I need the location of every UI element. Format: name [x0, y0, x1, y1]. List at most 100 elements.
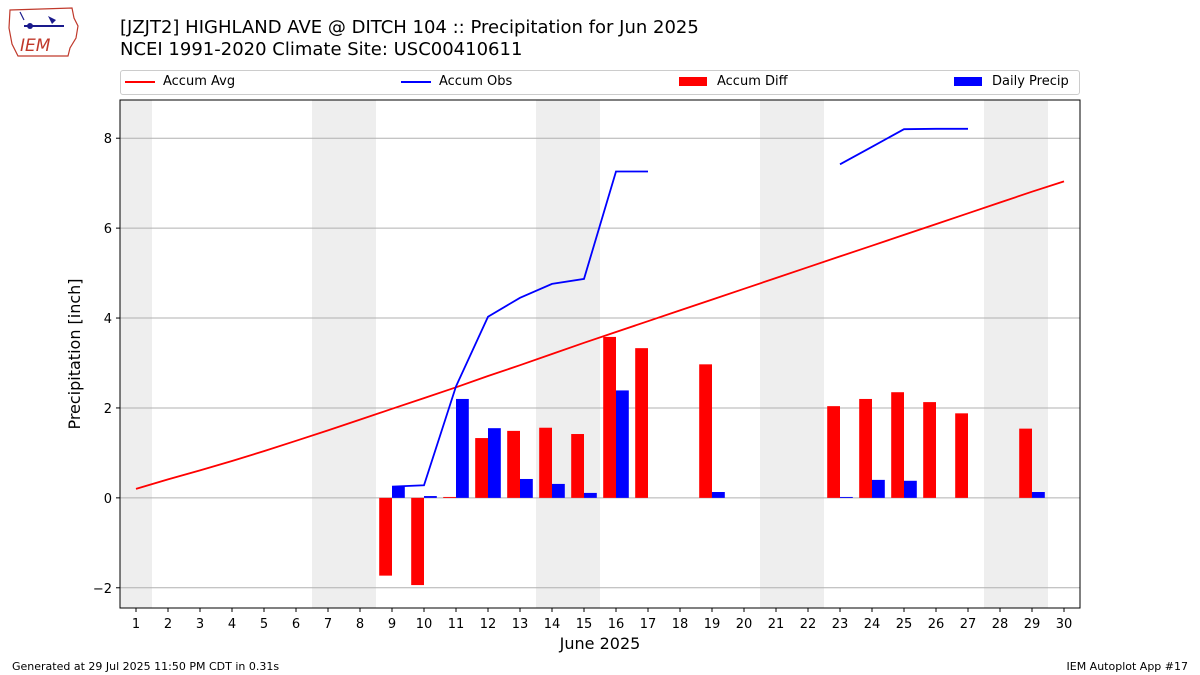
accum-avg-line — [135, 180, 1065, 490]
accum-diff-bar — [1019, 428, 1032, 498]
x-tick-label: 22 — [800, 617, 817, 632]
daily-precip-bar — [616, 390, 629, 498]
accum-diff-bar — [571, 434, 584, 498]
legend-label-accum-obs: Accum Obs — [439, 74, 513, 89]
daily-precip-bar — [904, 480, 917, 498]
y-tick-label: 6 — [104, 222, 112, 237]
y-tick-label: 4 — [104, 312, 112, 327]
x-tick-label: 3 — [196, 617, 204, 632]
x-tick-label: 6 — [292, 617, 300, 632]
x-tick-label: 16 — [608, 617, 625, 632]
daily-precip-bar — [424, 496, 437, 498]
weekend-band — [568, 100, 600, 608]
accum-diff-bar — [699, 364, 712, 498]
plot-frame — [119, 99, 1081, 609]
x-tick-label: 10 — [416, 617, 433, 632]
x-tick-label: 8 — [356, 617, 364, 632]
x-tick-label: 4 — [228, 617, 236, 632]
accum-diff-bar — [635, 348, 648, 498]
y-tick-label: 8 — [104, 132, 112, 147]
bar-series — [379, 336, 1045, 586]
x-tick-label: 23 — [832, 617, 849, 632]
x-tick-label: 11 — [448, 617, 465, 632]
x-tick-label: 13 — [512, 617, 529, 632]
y-tick-label: −2 — [93, 582, 112, 597]
weekend-band — [344, 100, 376, 608]
daily-precip-bar — [584, 492, 597, 498]
legend-swatch-daily-precip — [954, 77, 982, 86]
logo-text: IEM — [20, 36, 51, 56]
daily-precip-bar — [1032, 492, 1045, 498]
weekend-band — [1016, 100, 1048, 608]
chart-title-line1: [JZJT2] HIGHLAND AVE @ DITCH 104 :: Prec… — [120, 17, 699, 38]
accum-diff-bar — [891, 392, 904, 498]
x-tick-label: 19 — [704, 617, 721, 632]
daily-precip-bar — [712, 492, 725, 498]
x-tick-label: 9 — [388, 617, 396, 632]
iem-logo: IEM — [6, 4, 82, 60]
legend-swatch-accum-avg — [125, 80, 155, 83]
x-tick-label: 28 — [992, 617, 1009, 632]
y-gridlines — [120, 137, 1080, 589]
legend-swatch-accum-diff — [679, 77, 707, 86]
x-tick-label: 17 — [640, 617, 657, 632]
x-tick-label: 20 — [736, 617, 753, 632]
x-tick-label: 2 — [164, 617, 172, 632]
x-tick-label: 7 — [324, 617, 332, 632]
daily-precip-bar — [840, 496, 853, 498]
x-tick-label: 15 — [576, 617, 593, 632]
legend-label-daily-precip: Daily Precip — [992, 74, 1069, 89]
x-tick-label: 21 — [768, 617, 785, 632]
weekend-band — [792, 100, 824, 608]
y-tick-label: 2 — [104, 402, 112, 417]
accum-diff-bar — [539, 427, 552, 498]
x-axis-ticks: 1 2 3 4 5 6 7 8 9 10 11 12 13 14 15 16 17 18 19 20 21 22 23 24 2… — [132, 608, 1072, 632]
legend-item-accum-obs: Accum Obs — [401, 74, 512, 89]
footer-app: IEM Autoplot App #17 — [1066, 660, 1189, 673]
x-tick-label: 12 — [480, 617, 497, 632]
legend-item-accum-diff: Accum Diff — [679, 74, 788, 89]
daily-precip-bar — [456, 398, 469, 498]
x-tick-label: 1 — [132, 617, 140, 632]
chart-title-line2: NCEI 1991-2020 Climate Site: USC00410611 — [120, 39, 523, 60]
accum-diff-bar — [475, 438, 488, 498]
x-tick-label: 5 — [260, 617, 268, 632]
y-axis-ticks: −2 0 2 4 6 8 — [93, 132, 120, 597]
accum-diff-bar — [411, 497, 424, 586]
line-series — [135, 127, 1065, 490]
weekend-band — [760, 100, 792, 608]
accum-diff-bar — [507, 430, 520, 498]
x-tick-label: 29 — [1024, 617, 1041, 632]
accum-diff-bar — [603, 336, 616, 498]
accum-diff-bar — [827, 406, 840, 498]
x-tick-label: 18 — [672, 617, 689, 632]
x-axis-label: June 2025 — [559, 634, 641, 653]
weekend-band — [984, 100, 1016, 608]
accum-obs-line — [391, 170, 648, 488]
accum-obs-line — [839, 127, 968, 166]
daily-precip-bar — [488, 428, 501, 498]
daily-precip-bar — [520, 478, 533, 498]
x-tick-label: 25 — [896, 617, 913, 632]
accum-diff-bar — [955, 413, 968, 498]
chart-legend: Accum Avg Accum Obs Accum Diff Daily Pre… — [120, 70, 1080, 95]
x-tick-label: 27 — [960, 617, 977, 632]
x-tick-label: 30 — [1056, 617, 1073, 632]
legend-item-daily-precip: Daily Precip — [954, 74, 1069, 89]
legend-label-accum-diff: Accum Diff — [717, 74, 788, 89]
daily-precip-bar — [872, 479, 885, 498]
footer-generated: Generated at 29 Jul 2025 11:50 PM CDT in… — [12, 660, 280, 673]
weekend-band — [120, 100, 152, 608]
accum-diff-bar — [859, 398, 872, 498]
accum-diff-bar — [923, 402, 936, 498]
daily-precip-bar — [552, 483, 565, 498]
x-tick-label: 24 — [864, 617, 881, 632]
weekend-band — [312, 100, 344, 608]
legend-item-accum-avg: Accum Avg — [125, 74, 235, 89]
accum-diff-bar — [443, 496, 456, 498]
legend-label-accum-avg: Accum Avg — [163, 74, 236, 89]
y-axis-label: Precipitation [inch] — [65, 278, 84, 429]
y-tick-label: 0 — [104, 492, 112, 507]
x-tick-label: 26 — [928, 617, 945, 632]
